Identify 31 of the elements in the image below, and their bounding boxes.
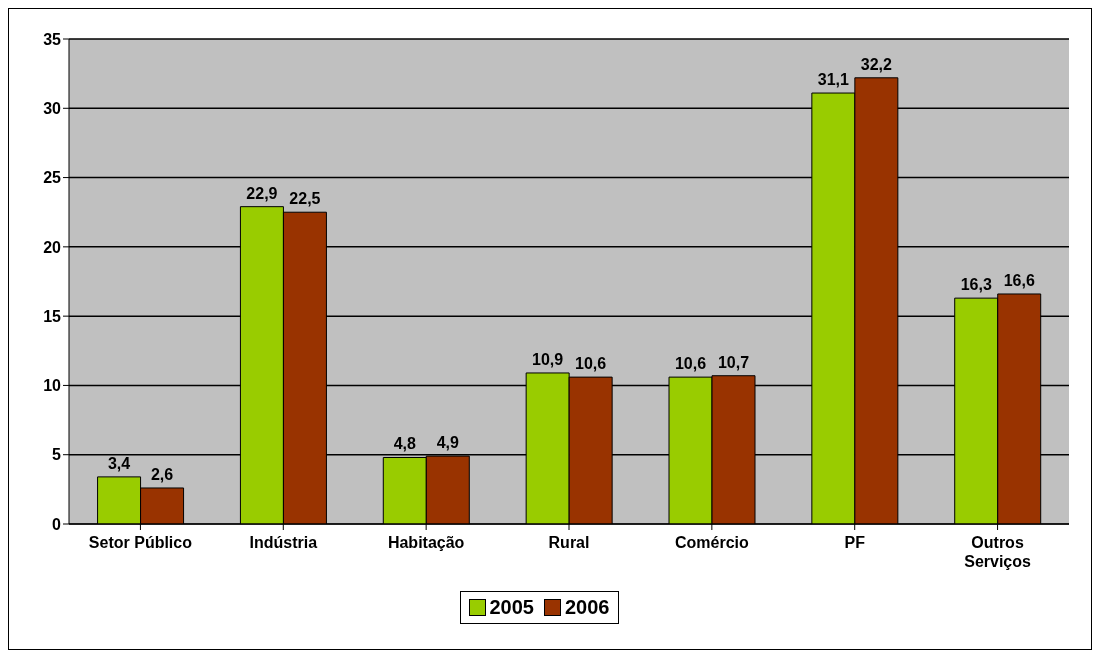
legend-label: 2005 (488, 596, 534, 619)
x-tick-label: Rural (548, 534, 590, 551)
y-tick-label: 30 (43, 99, 62, 117)
data-label: 3,4 (107, 454, 131, 472)
y-tick-label: 10 (43, 377, 62, 395)
x-tick-label: Setor Público (88, 534, 193, 551)
data-label: 2,6 (150, 465, 174, 483)
y-tick-label: 0 (52, 515, 62, 533)
y-tick-label: 5 (52, 446, 62, 464)
y-tick-label: 15 (43, 307, 62, 325)
y-tick-label: 35 (43, 30, 62, 48)
x-tick-label: Indústria (249, 534, 318, 551)
data-label: 10,7 (717, 353, 750, 371)
x-tick-label: PF (844, 534, 866, 551)
x-tick-label: Habitação (387, 534, 465, 551)
x-tick-label: Comércio (674, 534, 749, 551)
data-label: 4,8 (393, 435, 416, 453)
y-tick-label: 25 (43, 169, 62, 187)
data-label: 4,9 (436, 434, 459, 452)
y-tick-label: 20 (43, 238, 62, 256)
data-label: 10,6 (674, 355, 707, 373)
data-label: 16,6 (1003, 271, 1035, 289)
x-tick-label: Outros Serviços (964, 534, 1032, 570)
data-label: 22,5 (289, 190, 321, 208)
data-label: 32,2 (860, 55, 893, 73)
data-label: 10,6 (575, 355, 607, 373)
data-label: 31,1 (817, 71, 850, 89)
data-label: 10,9 (532, 350, 564, 368)
data-label: 22,9 (246, 184, 278, 202)
legend-label: 2006 (564, 596, 610, 619)
data-label: 16,3 (960, 276, 992, 294)
